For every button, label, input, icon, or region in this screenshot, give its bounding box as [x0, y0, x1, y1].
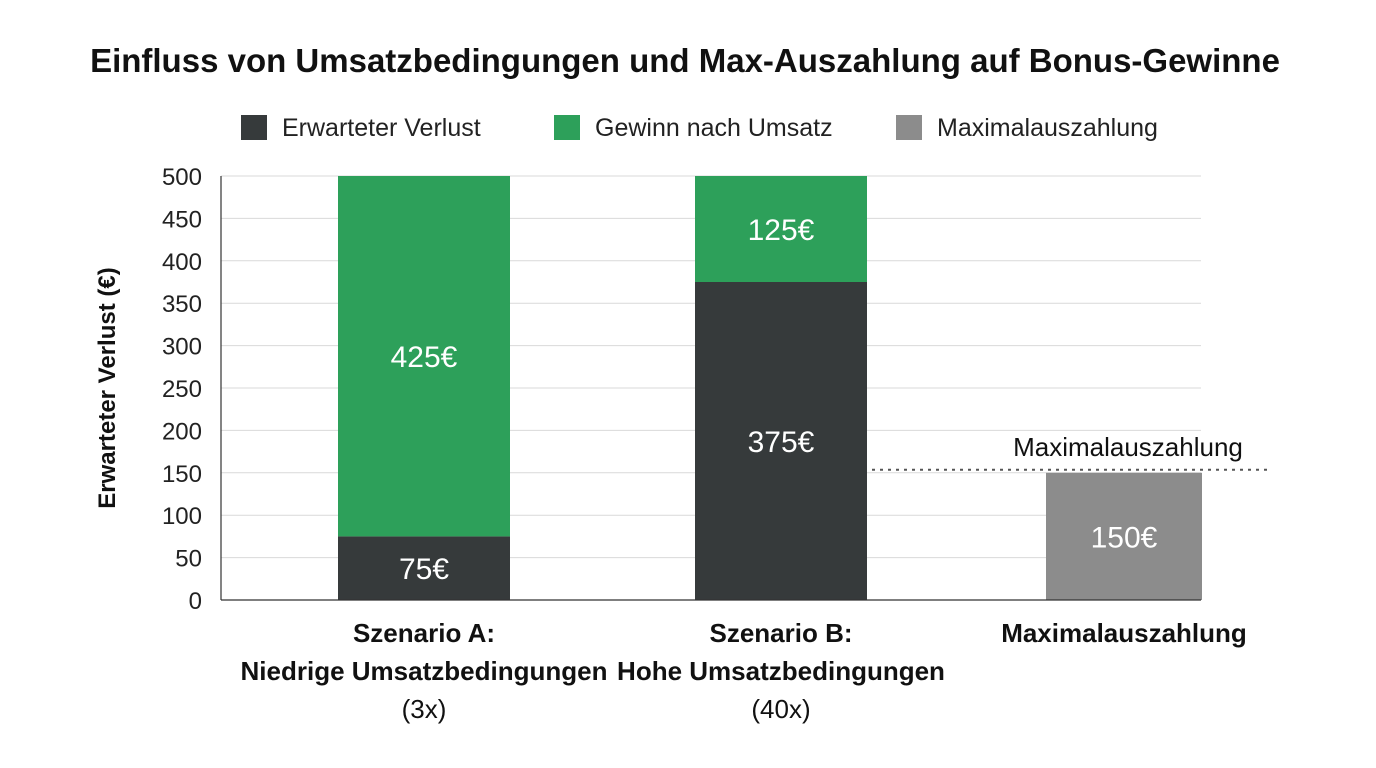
y-tick-label: 0 — [189, 588, 202, 615]
y-tick-label: 450 — [162, 206, 202, 233]
legend-label: Maximalauszahlung — [937, 114, 1158, 142]
y-tick-label: 250 — [162, 376, 202, 403]
y-axis-title: Erwarteter Verlust (€) — [94, 267, 121, 508]
data-label: 75€ — [399, 553, 449, 586]
bar-segment — [695, 176, 867, 282]
bar-segment — [1046, 472, 1202, 600]
axes: 0 50 100 150 200 250 300 350 400 450 500 Szenario A… — [162, 164, 1247, 724]
chart-title: Einfluss von Umsatzbedingungen und Max-A… — [90, 42, 1280, 79]
y-tick-label: 400 — [162, 249, 202, 276]
y-tick-label: 150 — [162, 461, 202, 488]
y-tick-label: 200 — [162, 418, 202, 445]
legend-swatch — [896, 115, 922, 140]
x-tick-label: Hohe Umsatzbedingungen — [617, 656, 945, 686]
bar-segment — [695, 282, 867, 600]
y-tick-label: 350 — [162, 291, 202, 318]
bar-segment — [338, 176, 510, 537]
legend-label: Erwarteter Verlust — [282, 114, 481, 142]
x-tick-label: (3x) — [402, 694, 447, 724]
data-label: 150€ — [1091, 521, 1158, 554]
y-tick-label: 50 — [175, 546, 202, 573]
data-label: 425€ — [391, 341, 458, 374]
y-tick-label: 500 — [162, 164, 202, 191]
legend-label: Gewinn nach Umsatz — [595, 114, 833, 142]
data-label: 375€ — [748, 426, 815, 459]
data-labels: 75€ 425€ 375€ 125€ 150€ Maximalauszahlung — [391, 214, 1270, 586]
legend: Erwarteter Verlust Gewinn nach Umsatz Maxi… — [241, 114, 1158, 142]
reference-line-label: Maximalauszahlung — [1013, 432, 1243, 462]
y-tick-label: 300 — [162, 334, 202, 361]
x-tick-label: Niedrige Umsatzbedingungen — [241, 656, 608, 686]
legend-swatch — [241, 115, 267, 140]
legend-swatch — [554, 115, 580, 140]
data-label: 125€ — [748, 214, 815, 247]
y-tick-label: 100 — [162, 503, 202, 530]
x-tick-label: Szenario A: — [353, 618, 495, 648]
x-tick-label: (40x) — [751, 694, 810, 724]
x-tick-label: Szenario B: — [709, 618, 852, 648]
bar-segment — [338, 536, 510, 600]
x-tick-label: Maximalauszahlung — [1001, 618, 1247, 648]
bars — [338, 176, 1202, 600]
